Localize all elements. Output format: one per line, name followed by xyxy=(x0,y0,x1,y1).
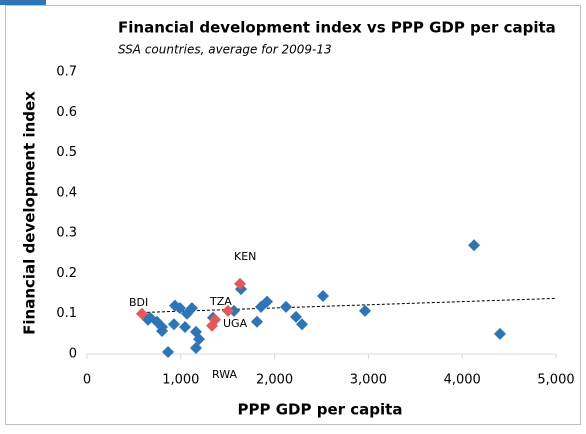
header-fragment xyxy=(0,0,46,5)
x-axis-title: PPP GDP per capita xyxy=(238,401,403,419)
data-point xyxy=(185,302,198,315)
data-point xyxy=(468,239,481,252)
chart-title: Financial development index vs PPP GDP p… xyxy=(118,19,556,37)
y-tick-label: 0.1 xyxy=(56,306,77,321)
y-tick-label: 0.2 xyxy=(56,266,77,281)
annotation: KEN xyxy=(234,250,256,263)
x-tick-label: 1,000 xyxy=(162,373,199,388)
data-point xyxy=(162,345,175,358)
data-point xyxy=(173,302,186,315)
data-point xyxy=(289,310,302,323)
y-tick-label: 0.6 xyxy=(56,105,77,120)
x-tick-label: 2,000 xyxy=(256,373,293,388)
y-tick-label: 0 xyxy=(69,347,77,362)
x-tick-label: 0 xyxy=(83,373,91,388)
data-point xyxy=(494,327,507,340)
y-axis-title: Financial development index xyxy=(21,91,39,335)
y-tick-label: 0.5 xyxy=(56,145,77,160)
annotation: UGA xyxy=(223,317,248,330)
data-point xyxy=(156,325,169,338)
data-point xyxy=(227,304,240,317)
x-tick-label: 5,000 xyxy=(537,373,574,388)
data-point xyxy=(233,277,246,290)
data-point xyxy=(359,304,372,317)
data-point xyxy=(167,318,180,331)
annotation: TZA xyxy=(209,295,232,308)
data-point xyxy=(250,315,263,328)
chart-border xyxy=(5,5,581,425)
data-point xyxy=(295,318,308,331)
data-point xyxy=(141,313,154,326)
data-point xyxy=(261,295,274,308)
data-point xyxy=(135,307,148,320)
y-tick-label: 0.4 xyxy=(56,185,77,200)
data-point xyxy=(221,304,234,317)
data-point xyxy=(179,321,192,334)
data-point xyxy=(209,313,222,326)
trendline xyxy=(141,297,557,314)
annotation: RWA xyxy=(212,368,237,381)
x-tick-label: 4,000 xyxy=(444,373,481,388)
x-tick-label: 3,000 xyxy=(350,373,387,388)
data-point xyxy=(280,300,293,313)
chart-subtitle: SSA countries, average for 2009-13 xyxy=(118,43,332,57)
y-tick-label: 0.7 xyxy=(56,65,77,80)
annotation: BDI xyxy=(129,296,148,309)
data-point xyxy=(317,289,330,302)
data-point xyxy=(189,341,202,354)
y-tick-label: 0.3 xyxy=(56,226,77,241)
